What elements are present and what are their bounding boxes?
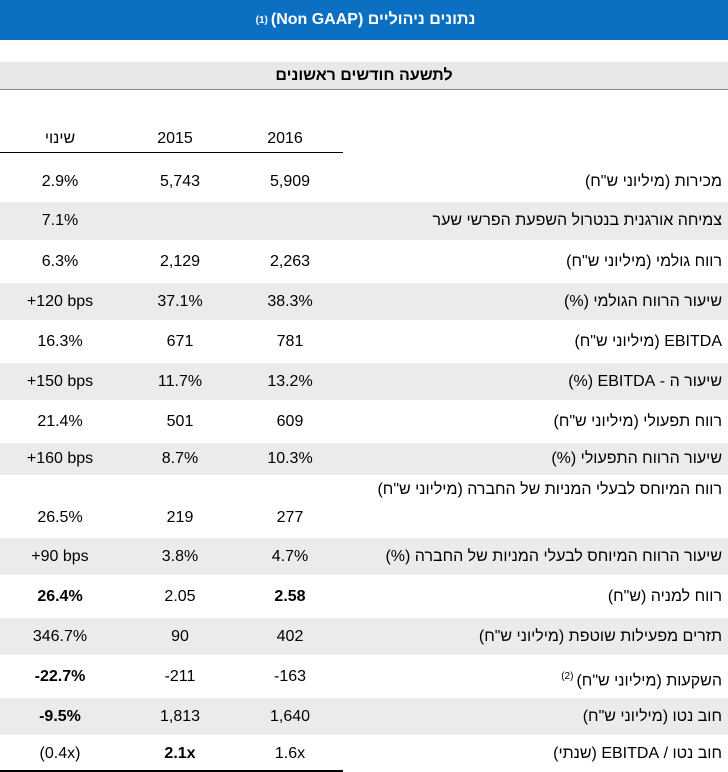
cell-value: 609 (276, 412, 304, 430)
header-rule (0, 152, 343, 153)
cell-value: 5,743 (159, 172, 201, 190)
row (0, 698, 728, 735)
row (0, 363, 728, 400)
cell-value: +120 bps (26, 292, 94, 310)
cell-value: 6.3% (41, 252, 79, 270)
row (0, 283, 728, 320)
cell-value: 402 (276, 627, 304, 645)
label-text: מכירות (מיליוני ש"ח) (584, 172, 722, 190)
row-label: השקעות (מיליוני ש"ח)(2) (352, 667, 722, 691)
row-label: רווח המיוחס לבעלי המניות של החברה (מיליו… (352, 480, 722, 500)
cell-value: 346.7% (32, 627, 88, 645)
cell-value: 1,813 (159, 707, 201, 725)
label-text: חוב נטו / EBITDA (שנתי) (553, 745, 722, 762)
cell-value: 781 (276, 332, 304, 350)
row (0, 538, 728, 575)
column-header: 2015 (157, 130, 193, 147)
label-text: תזרים מפעילות שוטפת (מיליוני ש"ח) (478, 627, 722, 645)
cell-value: 21.4% (37, 412, 83, 430)
cell-value: 2,129 (159, 252, 201, 270)
cell-value: +160 bps (26, 450, 94, 467)
cell-value: -9.5% (39, 707, 81, 725)
title-bar: נתונים ניהוליים (Non GAAP) (1) (0, 0, 728, 40)
cell-value: 2.9% (41, 172, 79, 190)
cell-value: 11.7% (157, 372, 203, 390)
row-label: תזרים מפעילות שוטפת (מיליוני ש"ח) (352, 627, 722, 647)
row-label: חוב נטו / EBITDA (שנתי) (352, 744, 722, 764)
row-label: צמיחה אורגנית בנטרול השפעת הפרשי שער (352, 211, 722, 231)
cell-value: 1.6x (274, 745, 306, 762)
row-label: שיעור הרווח המיוחס לבעלי המניות של החברה… (352, 547, 722, 567)
label-text: EBITDA (מיליוני ש"ח) (574, 332, 722, 350)
label-text: צמיחה אורגנית בנטרול השפעת הפרשי שער (432, 212, 722, 229)
cell-value: -163 (273, 667, 307, 685)
period: לתשעה חודשים ראשונים (275, 66, 453, 84)
cell-value: 2,263 (269, 252, 311, 270)
cell-value: 10.3% (267, 450, 313, 467)
label-text: שיעור ה - EBITDA (%) (568, 372, 722, 390)
cell-value: 37.1% (157, 292, 203, 310)
label-text: השקעות (מיליוני ש"ח) (576, 671, 722, 689)
cell-value: -211 (164, 667, 196, 685)
row-label: רווח תפעולי (מיליוני ש"ח) (352, 412, 722, 432)
row (0, 202, 728, 240)
row (0, 618, 728, 655)
row-label: חוב נטו (מיליוני ש"ח) (352, 707, 722, 727)
cell-value: 671 (166, 332, 194, 350)
row-label: רווח למניה (ש"ח) (352, 587, 722, 607)
label-text: שיעור הרווח המיוחס לבעלי המניות של החברה… (385, 547, 722, 565)
row-label: מכירות (מיליוני ש"ח) (352, 172, 722, 192)
label-text: שיעור הרווח הגולמי (%) (564, 292, 722, 310)
title: נתונים ניהוליים (Non GAAP) (270, 11, 476, 28)
row (0, 443, 728, 475)
footnote-ref: (2) (561, 670, 574, 682)
cell-value: 7.1% (41, 212, 79, 229)
label-text: חוב נטו (מיליוני ש"ח) (582, 707, 722, 725)
cell-value: 3.8% (161, 547, 199, 565)
row-label: שיעור ה - EBITDA (%) (352, 372, 722, 392)
label-text: רווח המיוחס לבעלי המניות של החברה (מיליו… (377, 481, 722, 498)
label-text: שיעור הרווח התפעולי (%) (551, 450, 722, 467)
row-label: שיעור הרווח הגולמי (%) (352, 292, 722, 312)
column-header: 2016 (267, 130, 303, 147)
cell-value: 26.5% (37, 509, 83, 526)
cell-value: 8.7% (161, 450, 199, 467)
cell-value: 2.05 (164, 587, 196, 605)
row-label: שיעור הרווח התפעולי (%) (352, 449, 722, 469)
cell-value: +90 bps (31, 547, 89, 565)
cell-value: 16.3% (37, 332, 83, 350)
cell-value: 2.1x (164, 745, 196, 762)
label-text: רווח למניה (ש"ח) (607, 587, 722, 605)
cell-value: 1,640 (269, 707, 311, 725)
cell-value: 2.58 (274, 587, 306, 605)
cell-value: 277 (276, 509, 304, 526)
cell-value: 219 (166, 509, 194, 526)
cell-value: 501 (166, 412, 194, 430)
cell-value: 38.3% (267, 292, 313, 310)
row-label: EBITDA (מיליוני ש"ח) (352, 332, 722, 352)
label-text: רווח גולמי (מיליוני ש"ח) (566, 252, 722, 270)
column-header: שינוי (44, 130, 76, 147)
cell-value: 5,909 (269, 172, 311, 190)
cell-value: 90 (171, 627, 189, 645)
footnote-ref: (1) (255, 14, 268, 26)
cell-value: +150 bps (26, 372, 94, 390)
cell-value: -22.7% (34, 667, 86, 685)
bottom-rule (0, 770, 343, 772)
cell-value: 26.4% (37, 587, 83, 605)
label-text: רווח תפעולי (מיליוני ש"ח) (553, 412, 722, 430)
cell-value: 13.2% (267, 372, 313, 390)
period-bar: לתשעה חודשים ראשונים (0, 62, 728, 90)
cell-value: (0.4x) (39, 745, 81, 762)
row-label: רווח גולמי (מיליוני ש"ח) (352, 252, 722, 272)
cell-value: 4.7% (271, 547, 309, 565)
